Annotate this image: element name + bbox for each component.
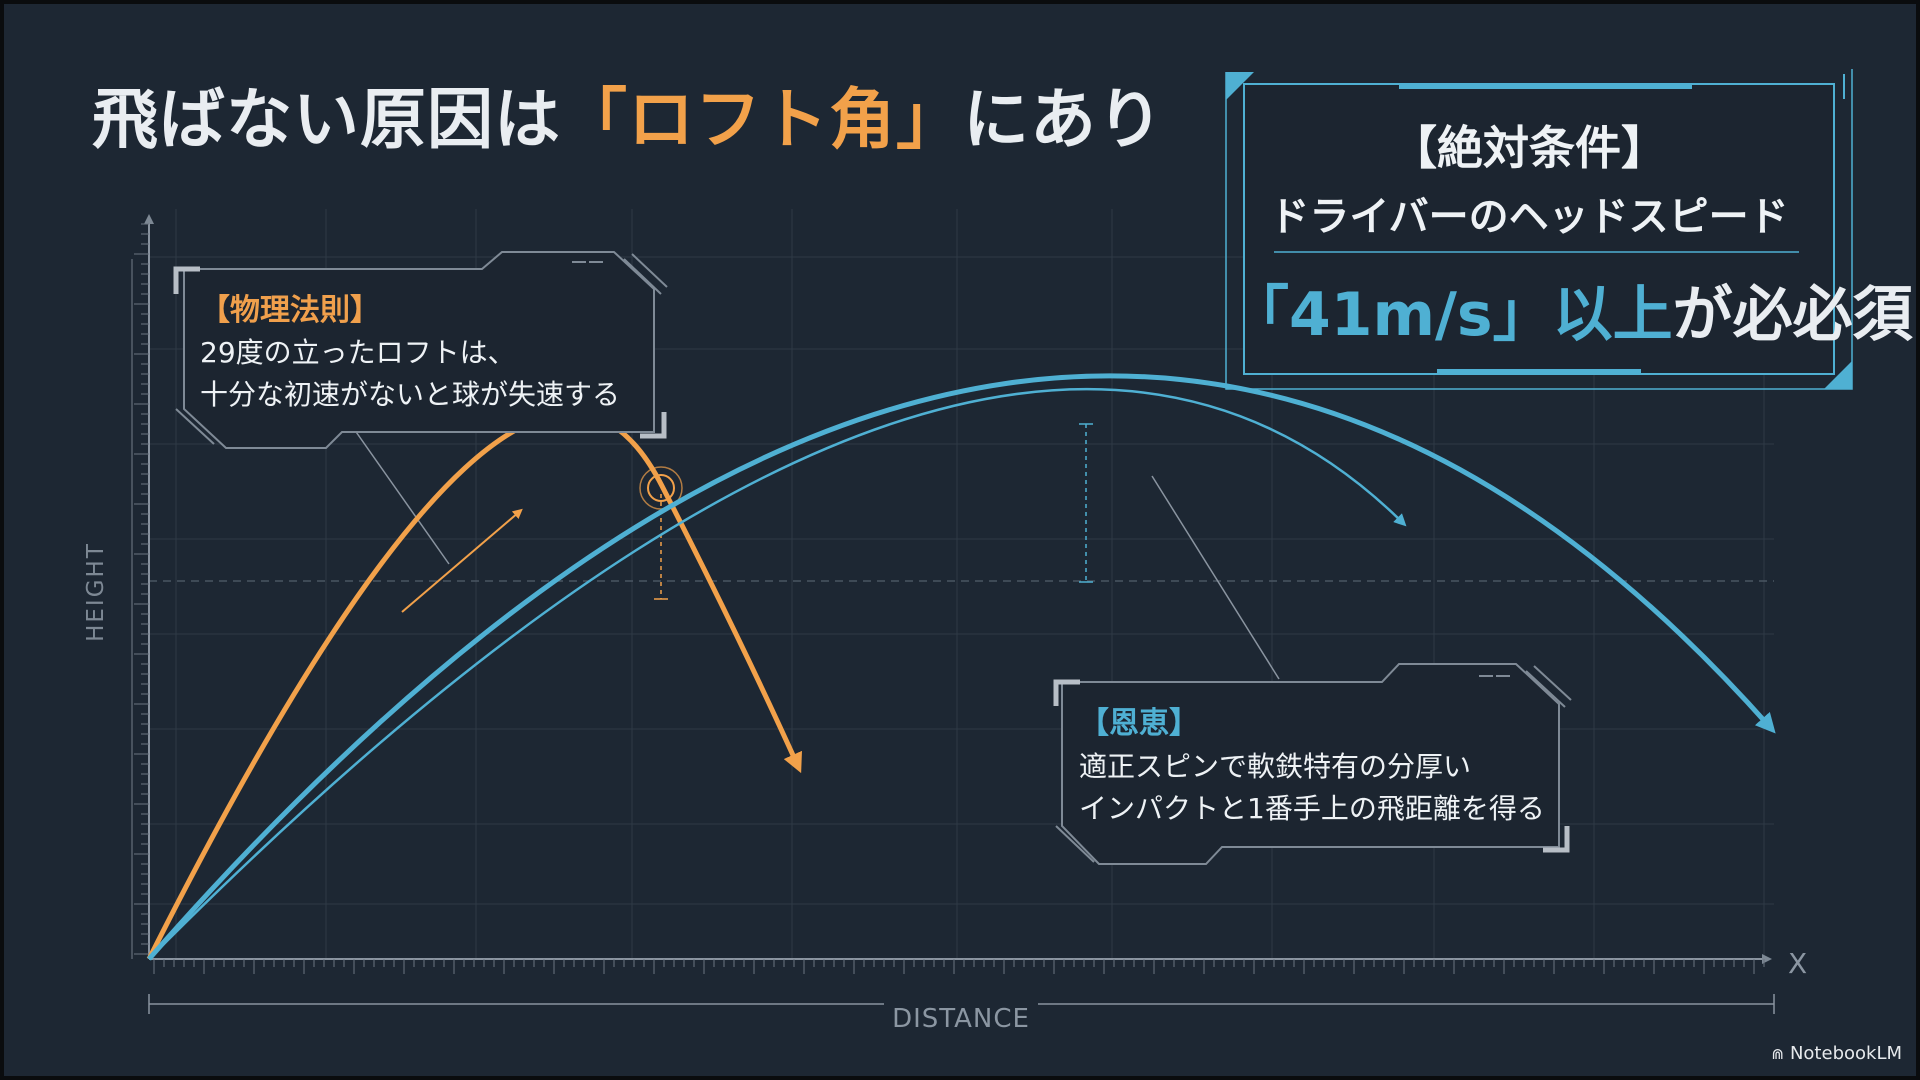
apex-marker-inner [647,474,675,502]
y-axis-label: HEIGHT [83,542,109,642]
requirement-value-rest: が必必須 [1672,280,1913,350]
physics-leader-line [353,428,450,565]
benefit-callout-tag: 【恩恵】 [1079,706,1199,741]
branding-label: NotebookLM [1789,1043,1902,1064]
notebooklm-logo-icon: ⋒ [1771,1045,1784,1063]
title-after: にあり [963,81,1164,158]
x-axis-label: DISTANCE [892,1004,1030,1034]
requirement-value: 「41m/s」以上が必必須 [1229,266,1913,353]
axes [131,214,1775,1014]
title-highlight: 「ロフト角」 [561,81,963,158]
initial-velocity-arrow [401,508,523,613]
title-before: 飛ばない原因は [92,81,561,158]
x-axis-ticks [153,959,1765,974]
proper-trajectory-inner [148,387,1407,960]
requirement-title: 【絶対条件】 [1391,121,1667,175]
x-axis-end-label: X [1788,947,1808,980]
proper-trajectory [147,373,1776,961]
slide-title: 飛ばない原因は「ロフト角」にあり [92,66,1164,162]
slide: 飛ばない原因は「ロフト角」にあり 【物理法則】 29度の立ったロフトは、 十分な… [4,4,1916,1076]
requirement-value-highlight: 「41m/s」以上 [1229,280,1673,350]
benefit-leader-line [1151,475,1280,680]
benefit-callout-line1: 適正スピンで軟鉄特有の分厚い [1079,750,1472,783]
physics-callout-line1: 29度の立ったロフトは、 [200,336,516,369]
physics-callout-tag: 【物理法則】 [200,293,380,328]
requirement-box-frame [1225,69,1853,390]
benefit-callout-frame [1053,663,1572,865]
benefit-callout-line2: インパクトと1番手上の飛距離を得る [1079,792,1545,825]
y-axis-ticks [134,223,149,955]
requirement-subtitle: ドライバーのヘッドスピード [1269,194,1789,240]
notebooklm-branding: ⋒ NotebookLM [1771,1043,1902,1064]
trajectory-diagram [131,69,1853,1014]
physics-callout-line2: 十分な初速がないと球が失速する [200,378,621,411]
low-speed-trajectory [146,410,802,961]
physics-callout-frame [173,251,668,449]
